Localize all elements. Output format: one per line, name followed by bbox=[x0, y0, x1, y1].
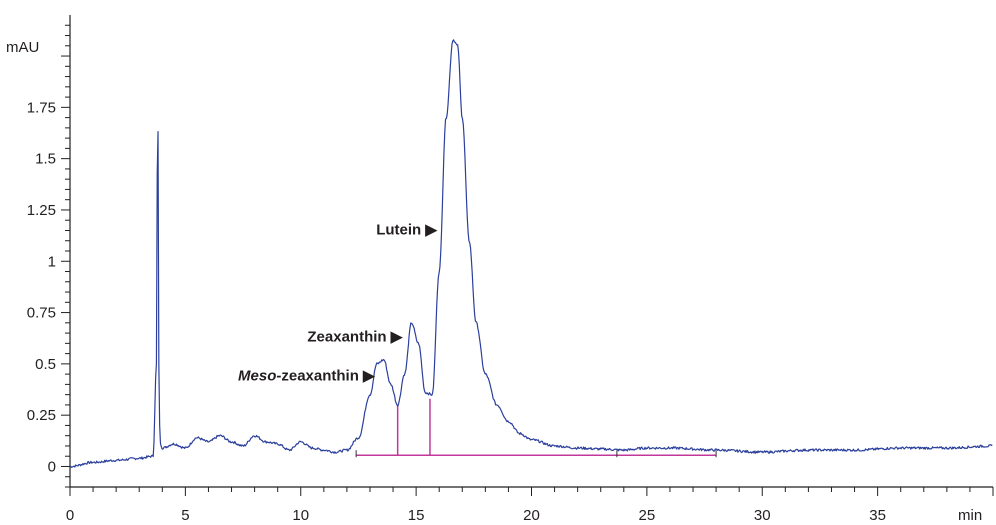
y-tick-label: 1.75 bbox=[27, 99, 56, 116]
y-tick-label: 1.25 bbox=[27, 202, 56, 219]
chromatogram-trace bbox=[69, 39, 993, 468]
peak-annotations: Meso-zeaxanthin ▶ Zeaxanthin ▶ Lutein ▶ bbox=[238, 222, 438, 385]
x-tick-label: 25 bbox=[639, 507, 656, 524]
x-tick-label: 10 bbox=[292, 507, 309, 524]
peak-annotation: Zeaxanthin ▶ bbox=[307, 328, 403, 345]
y-tick-label: 1.5 bbox=[35, 151, 56, 168]
x-tick-label: 30 bbox=[754, 507, 771, 524]
y-ticks: 0 0.25 0.5 0.75 1 1.25 1.5 1.75 bbox=[27, 24, 70, 488]
x-tick-label: 5 bbox=[181, 507, 189, 524]
y-tick-label: 0.75 bbox=[27, 305, 56, 322]
y-tick-label: 0.5 bbox=[35, 356, 56, 373]
x-tick-label: 0 bbox=[66, 507, 74, 524]
x-tick-label: 20 bbox=[523, 507, 540, 524]
peak-annotation: Lutein ▶ bbox=[376, 222, 438, 239]
x-axis-label: min bbox=[958, 507, 982, 524]
x-tick-label: 15 bbox=[408, 507, 425, 524]
x-ticks: 0 5 10 15 20 25 30 35 bbox=[66, 487, 994, 524]
y-axis-label: mAU bbox=[6, 39, 39, 56]
integration-marks bbox=[355, 398, 717, 458]
trace-group bbox=[69, 39, 993, 468]
peak-annotation: Meso-zeaxanthin ▶ bbox=[238, 367, 376, 384]
y-tick-label: 0.25 bbox=[27, 407, 56, 424]
y-tick-label: 0 bbox=[48, 458, 56, 475]
y-tick-label: 1 bbox=[48, 253, 56, 270]
x-tick-label: 35 bbox=[869, 507, 886, 524]
